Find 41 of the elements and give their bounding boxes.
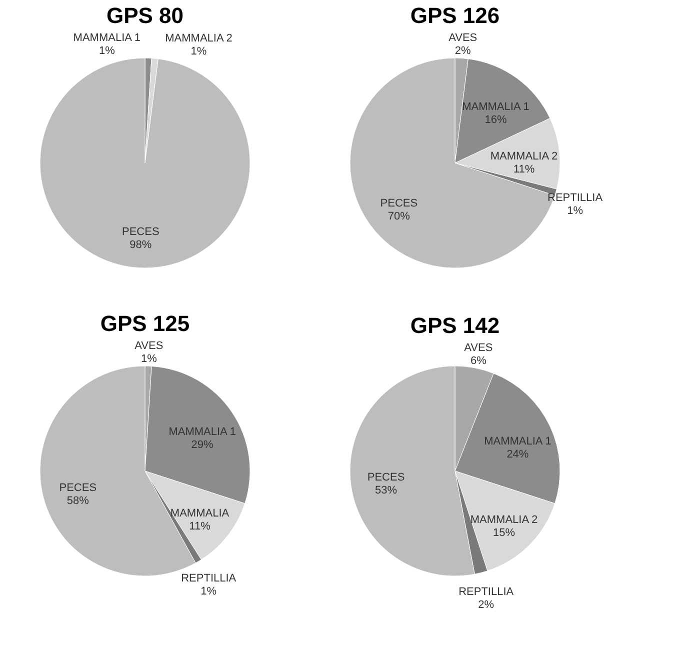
- data-label: 1%: [190, 46, 207, 58]
- data-label: 53%: [374, 484, 398, 497]
- data-label: 24%: [506, 448, 529, 460]
- slice-label: PECES: [367, 472, 405, 484]
- slice-label: REPTILLIA: [458, 586, 514, 598]
- slice-label: MAMMALIA 2: [490, 150, 558, 162]
- data-label: 11%: [189, 520, 211, 532]
- data-label: 98%: [130, 239, 152, 252]
- slice-label: MAMMALIA: [170, 507, 230, 520]
- slice-label: MAMMALIA 1: [484, 435, 552, 448]
- data-label: 1%: [98, 45, 116, 58]
- slice-label: MAMMALIA 2: [470, 514, 538, 526]
- data-label: 1%: [140, 353, 158, 366]
- data-label: 1%: [200, 586, 217, 598]
- chart-title: GPS 125: [100, 311, 190, 336]
- slice-label: AVES: [448, 32, 478, 44]
- slice-label: MAMMALIA 1: [462, 100, 530, 113]
- data-label: 70%: [388, 210, 410, 223]
- data-label: 1%: [567, 204, 584, 217]
- data-label: 15%: [492, 527, 516, 540]
- slice-label: MAMMALIA 2: [165, 32, 232, 45]
- slice-label: REPTILLIA: [548, 192, 604, 204]
- data-label: 2%: [454, 45, 472, 58]
- pie-slice: [40, 58, 250, 268]
- data-label: 29%: [191, 439, 214, 452]
- slice-label: PECES: [59, 482, 97, 494]
- slice-label: PECES: [122, 226, 160, 238]
- slice-label: MAMMALIA 1: [73, 32, 141, 44]
- chart-title: GPS 80: [106, 3, 184, 28]
- slice-label: AVES: [464, 342, 493, 354]
- data-label: 6%: [470, 355, 487, 368]
- slice-label: MAMMALIA 1: [168, 426, 236, 438]
- slice-label: REPTILLIA: [181, 572, 237, 585]
- data-label: 16%: [484, 114, 507, 126]
- data-label: 58%: [66, 495, 90, 508]
- data-label: 2%: [478, 599, 494, 612]
- chart-title: GPS 126: [410, 3, 500, 28]
- slice-label: AVES: [134, 340, 164, 352]
- slice-label: PECES: [380, 198, 418, 210]
- data-label: 11%: [513, 163, 535, 176]
- chart-title: GPS 142: [410, 313, 500, 338]
